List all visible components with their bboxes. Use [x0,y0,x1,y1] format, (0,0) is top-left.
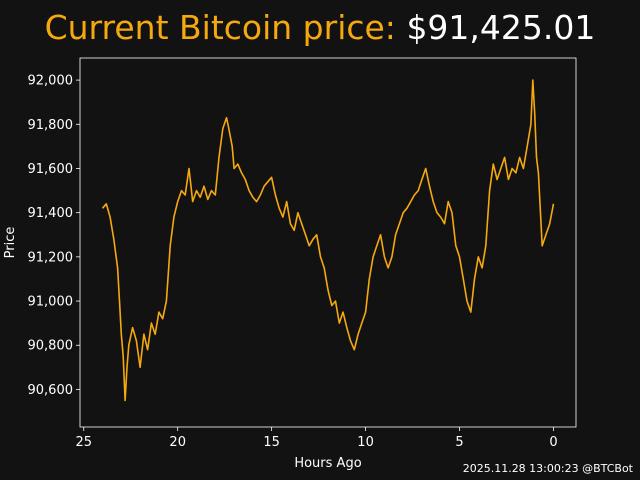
y-tick-label: 90,800 [28,339,74,354]
x-tick-label: 10 [357,435,374,450]
x-tick-label: 15 [263,435,280,450]
y-tick-label: 92,000 [28,74,74,89]
x-tick-label: 5 [455,435,463,450]
plot-area [80,58,576,427]
footer-timestamp: 2025.11.28 13:00:23 [462,462,579,475]
footer-stamp: 2025.11.28 13:00:23 @BTCBot [463,462,633,475]
y-axis-label: Price [3,227,18,259]
y-tick-label: 91,800 [28,118,74,133]
current-price: $91,425.01 [406,8,596,47]
y-tick-label: 91,400 [28,206,74,221]
y-tick-label: 90,600 [28,383,74,398]
axes-frame [79,57,577,428]
y-tick-label: 91,200 [28,250,74,265]
plot-background [80,58,576,427]
x-tick-label: 25 [75,435,92,450]
chart-title: Current Bitcoin price: $91,425.01 [0,8,640,48]
x-tick-label: 0 [549,435,557,450]
x-axis-label: Hours Ago [294,456,361,471]
footer-handle: @BTCBot [582,462,633,475]
y-tick-label: 91,000 [28,295,74,310]
price-line-series-0 [101,79,555,402]
axes: 90,600 90,800 91,000 91,200 91,400 91,600 91,8… [3,57,577,471]
x-tick-label: 20 [169,435,186,450]
y-tick-label: 91,600 [28,162,74,177]
series-layer [101,79,555,402]
title-label: Current Bitcoin price: [44,8,396,47]
